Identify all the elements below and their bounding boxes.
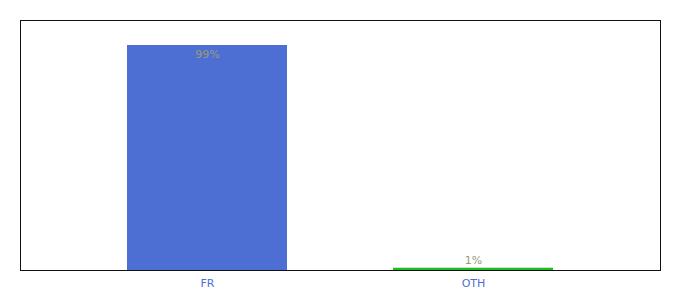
svg-text:OTH: OTH [462,277,486,290]
svg-text:99%: 99% [195,48,219,61]
svg-text:1%: 1% [465,254,482,267]
svg-text:FR: FR [201,277,215,290]
